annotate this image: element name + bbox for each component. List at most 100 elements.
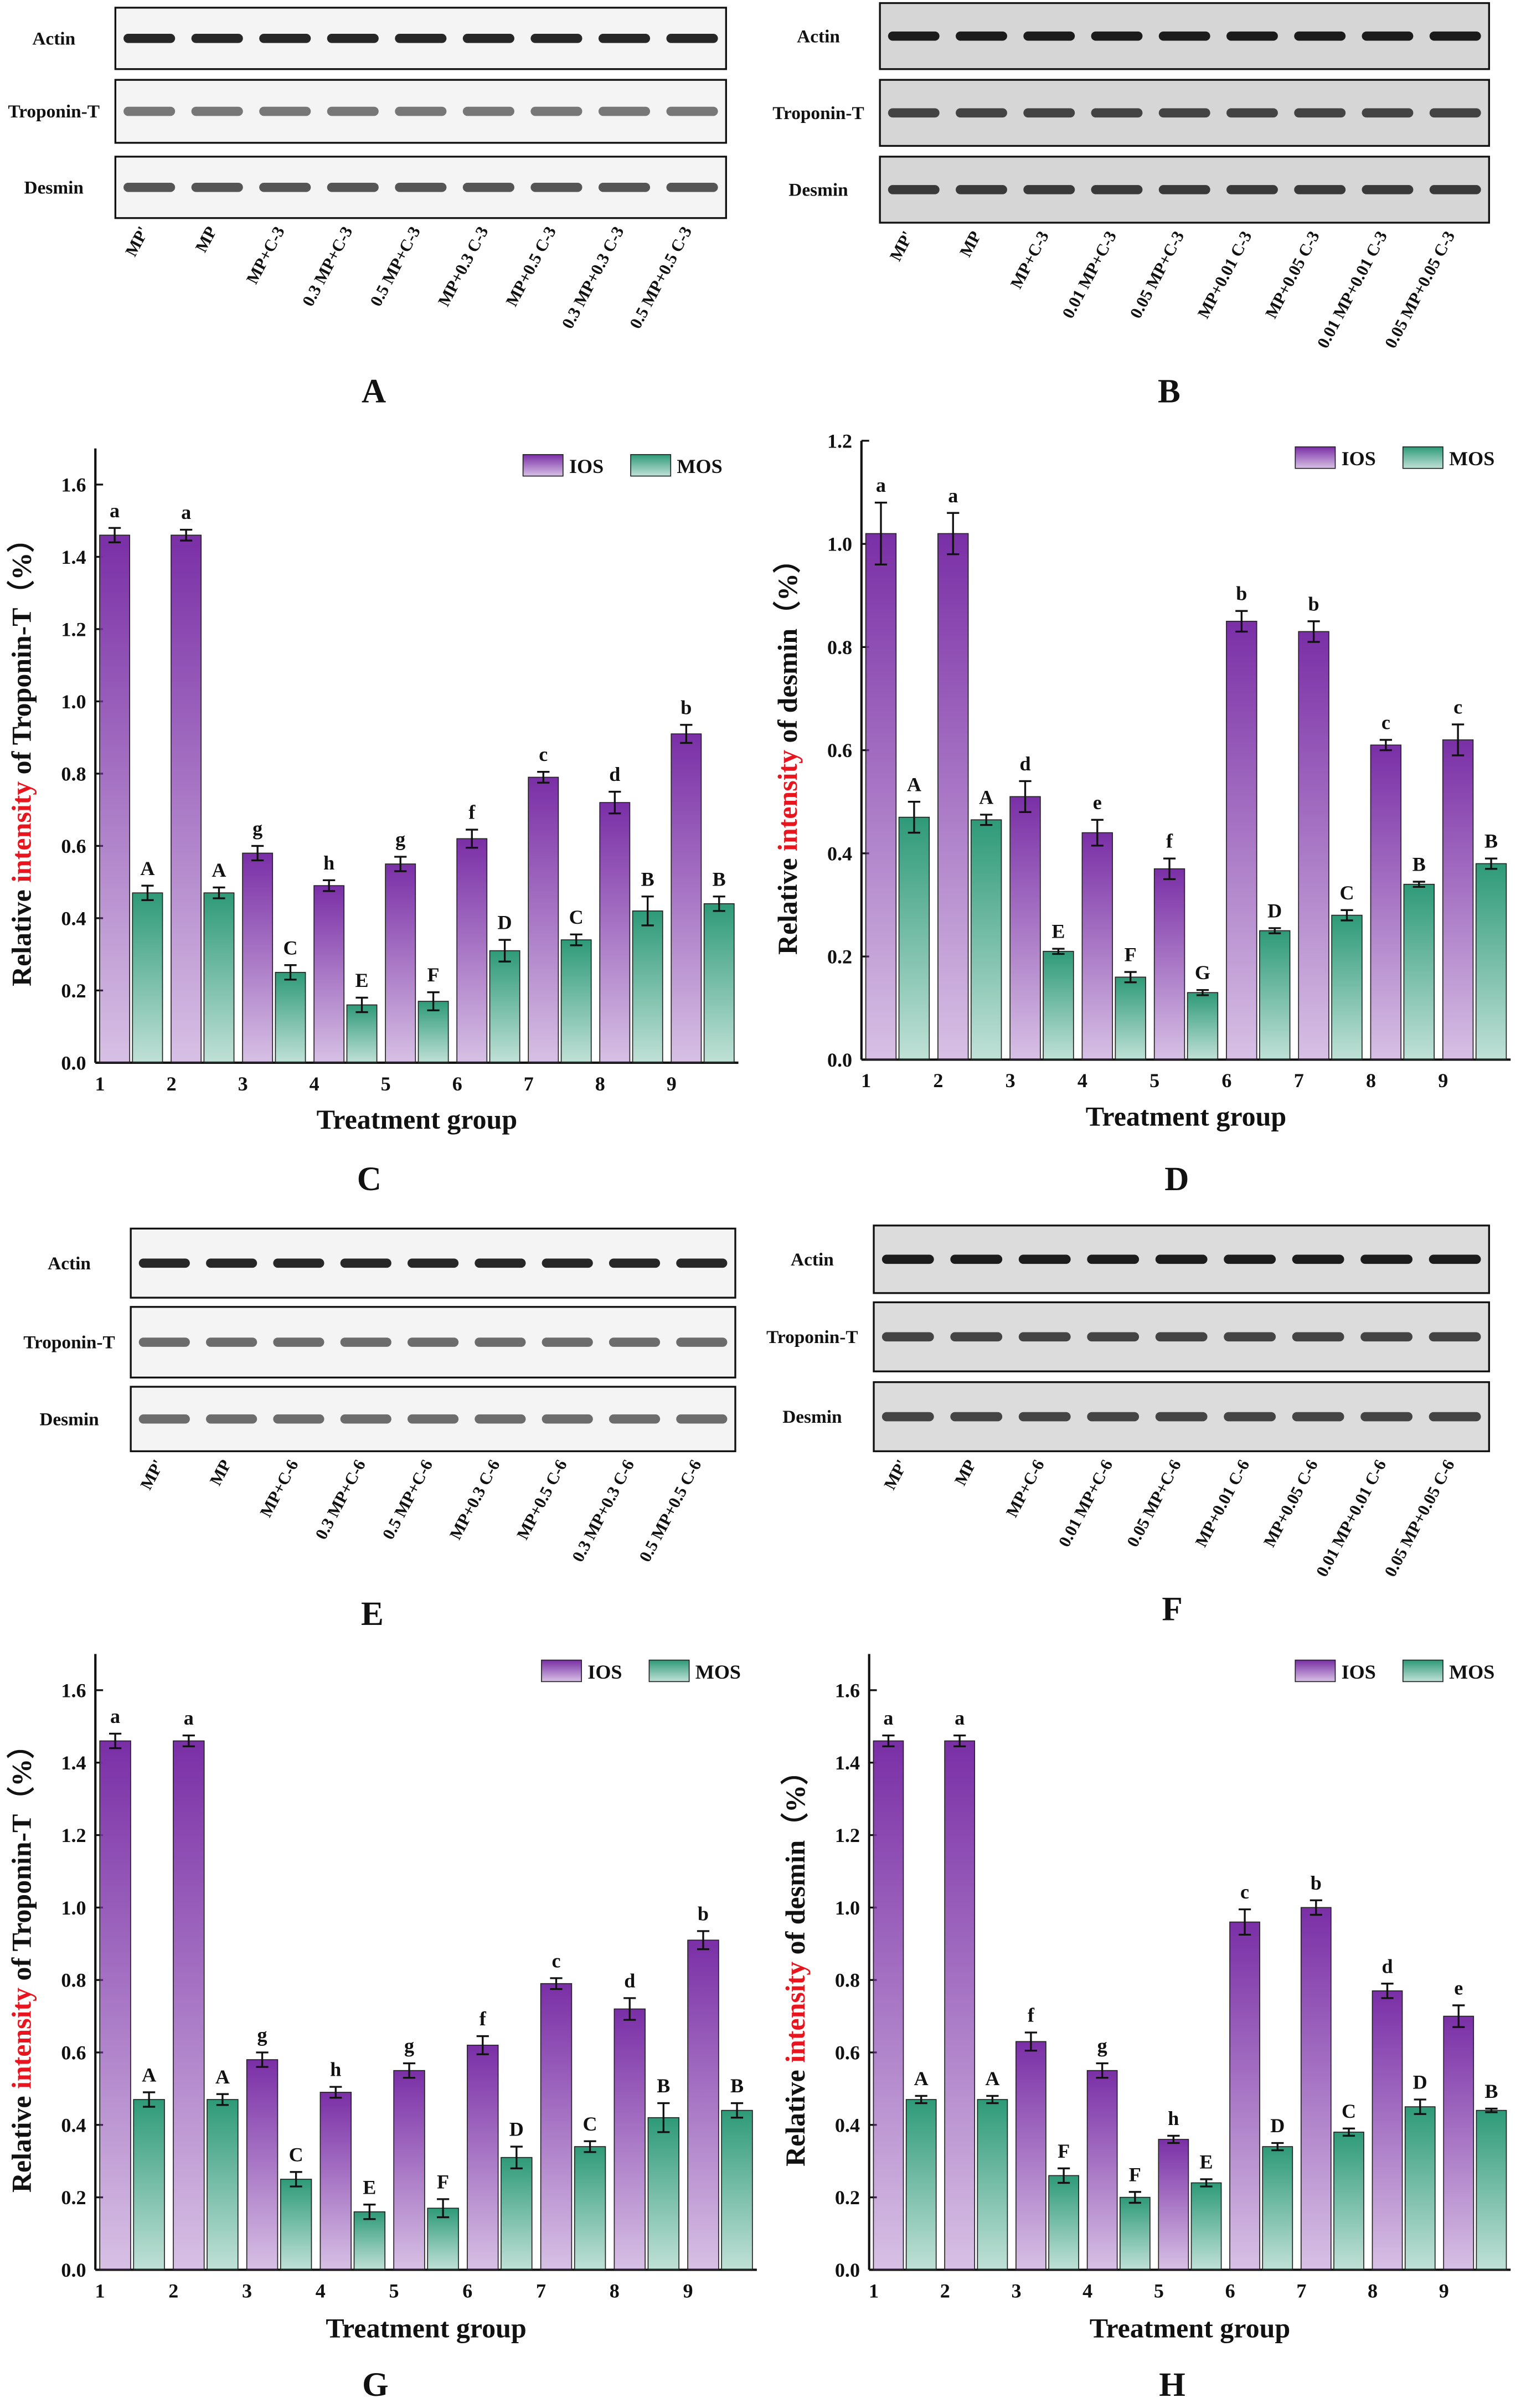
x-tick-label: 6: [462, 2280, 472, 2302]
lane-label: 0.3 MP+C-6: [312, 1457, 369, 1542]
blot-band: [191, 34, 243, 43]
bar: [1187, 992, 1219, 1061]
error-bar: [1200, 2178, 1213, 2188]
error-bar: [1167, 2134, 1180, 2144]
x-tick-label: 2: [940, 2280, 950, 2302]
significance-letter: F: [1058, 2140, 1070, 2162]
blot-band: [1362, 185, 1414, 194]
blot-band: [1429, 1412, 1481, 1422]
blot-band: [1429, 108, 1481, 118]
blot-band: [881, 1412, 934, 1422]
significance-letter: D: [1267, 899, 1282, 922]
bar: [246, 2059, 279, 2271]
significance-letter: d: [1019, 753, 1030, 775]
bar: [905, 2099, 937, 2271]
significance-letter: g: [257, 2024, 267, 2046]
blot-band: [475, 1414, 526, 1424]
bar: [560, 939, 592, 1063]
legend-label: IOS: [1342, 447, 1376, 470]
significance-letter: B: [657, 2075, 670, 2097]
error-bar: [251, 845, 264, 862]
bar: [898, 816, 930, 1061]
y-axis-title-part: of desmin（%）: [772, 546, 803, 750]
significance-letter: f: [468, 801, 476, 824]
blot-row-label: Actin: [32, 28, 75, 49]
error-bar: [290, 2171, 302, 2188]
bar: [1259, 930, 1291, 1061]
error-bar: [1310, 1899, 1322, 1916]
blot-row-label: Desmin: [782, 1407, 842, 1427]
y-tick-label: 0.8: [827, 636, 852, 658]
significance-letter: D: [1413, 2071, 1427, 2093]
significance-letter: e: [1093, 791, 1102, 814]
blot-band: [327, 182, 379, 192]
error-bar: [1269, 927, 1281, 934]
bar: [647, 2117, 680, 2271]
blot-band: [1018, 1412, 1071, 1422]
y-tick-label: 0.0: [61, 1052, 86, 1074]
blot-row-label: Troponin-T: [8, 101, 99, 122]
significance-letter: B: [1484, 2080, 1498, 2102]
error-bar: [363, 2204, 376, 2220]
error-bar: [1307, 620, 1320, 643]
error-bar: [498, 939, 511, 963]
significance-letter: h: [323, 852, 334, 874]
significance-letter: G: [1195, 961, 1210, 984]
error-bar: [394, 856, 407, 872]
bar: [417, 1001, 449, 1063]
bar: [171, 534, 202, 1063]
error-bar: [1058, 2167, 1070, 2184]
blot-band: [609, 1414, 661, 1424]
lane-label: MP+0.01 C-3: [1194, 228, 1255, 322]
blot-band: [259, 106, 311, 116]
lane-label: 0.05 MP+0.05 C-3: [1381, 228, 1458, 352]
blot-band: [1292, 1254, 1344, 1264]
blot-band: [340, 1258, 391, 1268]
error-bar: [1342, 2127, 1355, 2137]
x-tick-label: 1: [95, 1073, 105, 1095]
blot-band: [1087, 1412, 1140, 1422]
significance-letter: A: [142, 2064, 156, 2086]
significance-letter: C: [583, 2113, 597, 2135]
lane-label: MP': [137, 1457, 168, 1493]
blot-band: [1224, 1412, 1276, 1422]
blot-band: [1155, 1412, 1208, 1422]
legend-swatch: [1295, 446, 1336, 469]
bar: [99, 1740, 131, 2271]
y-axis-title-part: intensity: [6, 781, 37, 883]
y-tick-label: 1.4: [835, 1752, 860, 1774]
error-bar: [466, 829, 478, 849]
lane-label: MP: [206, 1457, 235, 1489]
lane-label: 0.5 MP+C-3: [367, 223, 424, 309]
bar: [977, 2099, 1008, 2271]
blot-band: [950, 1254, 1003, 1264]
x-tick-label: 8: [610, 2280, 620, 2302]
bar: [1226, 620, 1257, 1061]
bar: [1015, 2041, 1046, 2271]
blot-band: [1018, 1332, 1071, 1342]
blot-row-label: Actin: [797, 26, 840, 47]
significance-letter: F: [427, 964, 440, 986]
bar: [1158, 2139, 1189, 2271]
y-axis-title: Relative intensity of desmin（%）: [780, 1757, 811, 2167]
error-bar: [403, 2062, 416, 2079]
error-bar: [874, 501, 888, 566]
blot-band: [123, 34, 176, 43]
significance-letter: B: [641, 868, 654, 890]
bar: [132, 892, 163, 1063]
blot-band: [542, 1337, 593, 1347]
error-bar: [1024, 2031, 1038, 2052]
bar: [1086, 2070, 1118, 2271]
y-tick-label: 0.6: [61, 835, 86, 857]
y-tick-label: 0.0: [835, 2259, 860, 2281]
blot-band: [138, 1258, 190, 1268]
error-bar: [182, 1734, 195, 1747]
blot-band: [1429, 185, 1481, 194]
blot-row-label: Troponin-T: [766, 1327, 858, 1347]
blot-band: [1023, 185, 1075, 194]
error-bar: [1091, 819, 1104, 847]
y-axis-title-part: intensity: [772, 750, 803, 851]
bar: [1229, 1921, 1260, 2271]
legend-label: MOS: [677, 455, 722, 477]
y-tick-label: 1.6: [61, 474, 86, 496]
